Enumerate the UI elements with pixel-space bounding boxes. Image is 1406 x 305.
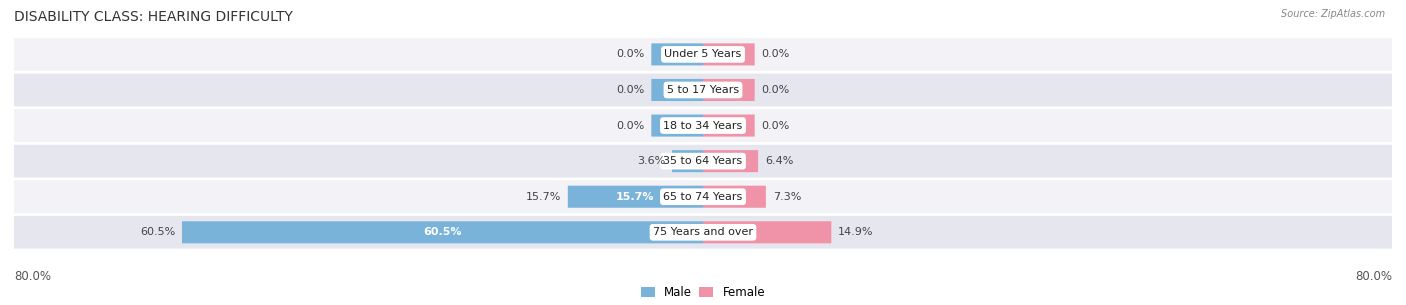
FancyBboxPatch shape [703,43,755,66]
Text: 0.0%: 0.0% [762,49,790,59]
FancyBboxPatch shape [703,115,755,137]
FancyBboxPatch shape [703,150,758,172]
FancyBboxPatch shape [703,186,766,208]
FancyBboxPatch shape [703,79,755,101]
FancyBboxPatch shape [568,186,703,208]
Text: 6.4%: 6.4% [765,156,793,166]
FancyBboxPatch shape [703,221,831,243]
Text: 80.0%: 80.0% [1355,270,1392,283]
Text: 0.0%: 0.0% [616,49,644,59]
Text: Source: ZipAtlas.com: Source: ZipAtlas.com [1281,9,1385,19]
Text: 60.5%: 60.5% [423,227,461,237]
Text: 75 Years and over: 75 Years and over [652,227,754,237]
Text: 5 to 17 Years: 5 to 17 Years [666,85,740,95]
Text: 7.3%: 7.3% [773,192,801,202]
FancyBboxPatch shape [651,79,703,101]
FancyBboxPatch shape [651,115,703,137]
Text: 15.7%: 15.7% [616,192,655,202]
Text: 35 to 64 Years: 35 to 64 Years [664,156,742,166]
Text: 0.0%: 0.0% [616,120,644,131]
FancyBboxPatch shape [14,145,1392,178]
Text: 60.5%: 60.5% [139,227,176,237]
FancyBboxPatch shape [651,43,703,66]
Legend: Male, Female: Male, Female [636,282,770,304]
Text: 65 to 74 Years: 65 to 74 Years [664,192,742,202]
FancyBboxPatch shape [14,38,1392,71]
Text: 0.0%: 0.0% [762,120,790,131]
Text: Under 5 Years: Under 5 Years [665,49,741,59]
FancyBboxPatch shape [14,180,1392,213]
FancyBboxPatch shape [14,109,1392,142]
FancyBboxPatch shape [14,74,1392,106]
Text: 15.7%: 15.7% [526,192,561,202]
FancyBboxPatch shape [14,216,1392,249]
Text: 0.0%: 0.0% [762,85,790,95]
Text: 3.6%: 3.6% [637,156,665,166]
Text: 18 to 34 Years: 18 to 34 Years [664,120,742,131]
FancyBboxPatch shape [672,150,703,172]
Text: 14.9%: 14.9% [838,227,873,237]
Text: 0.0%: 0.0% [616,85,644,95]
Text: DISABILITY CLASS: HEARING DIFFICULTY: DISABILITY CLASS: HEARING DIFFICULTY [14,10,292,24]
Text: 80.0%: 80.0% [14,270,51,283]
FancyBboxPatch shape [181,221,703,243]
